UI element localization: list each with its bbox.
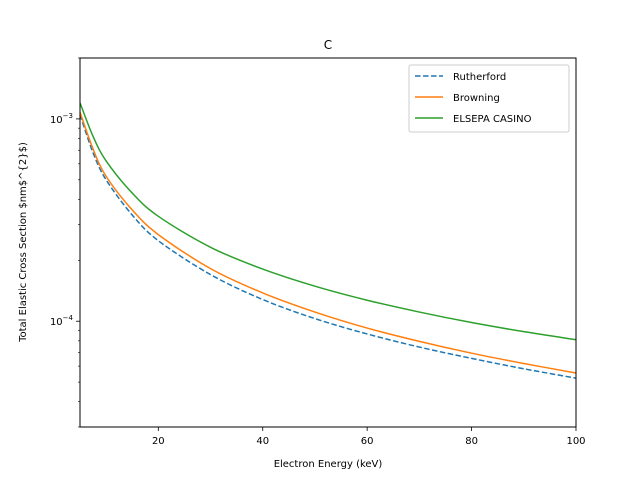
y-tick-label: 10−3 (50, 112, 73, 126)
plot-frame (79, 57, 577, 428)
x-tick-label: 40 (256, 436, 269, 447)
y-axis-ticks: 10−4 10−3 (50, 57, 80, 428)
y-axis-label: Total Elastic Cross Section $nm$^{2}$) (18, 142, 29, 343)
legend-label-rutherford: Rutherford (453, 72, 506, 83)
legend-label-browning: Browning (453, 93, 500, 104)
series-layer (79, 102, 577, 379)
legend: Rutherford Browning ELSEPA CASINO (408, 64, 570, 133)
series-line-browning (79, 111, 577, 374)
series-line-rutherford (79, 114, 577, 379)
chart-title: C (324, 38, 332, 52)
x-tick-label: 60 (361, 436, 374, 447)
x-axis-ticks: 20 40 60 80 100 (152, 427, 586, 447)
x-axis-label: Electron Energy (keV) (274, 459, 383, 470)
x-tick-label: 100 (566, 436, 585, 447)
x-tick-label: 20 (152, 436, 165, 447)
legend-label-elsepa-casino: ELSEPA CASINO (453, 114, 532, 125)
x-tick-label: 80 (465, 436, 478, 447)
series-line-elsepa-casino (79, 102, 577, 341)
y-tick-label: 10−4 (50, 314, 74, 328)
legend-box (408, 64, 570, 133)
